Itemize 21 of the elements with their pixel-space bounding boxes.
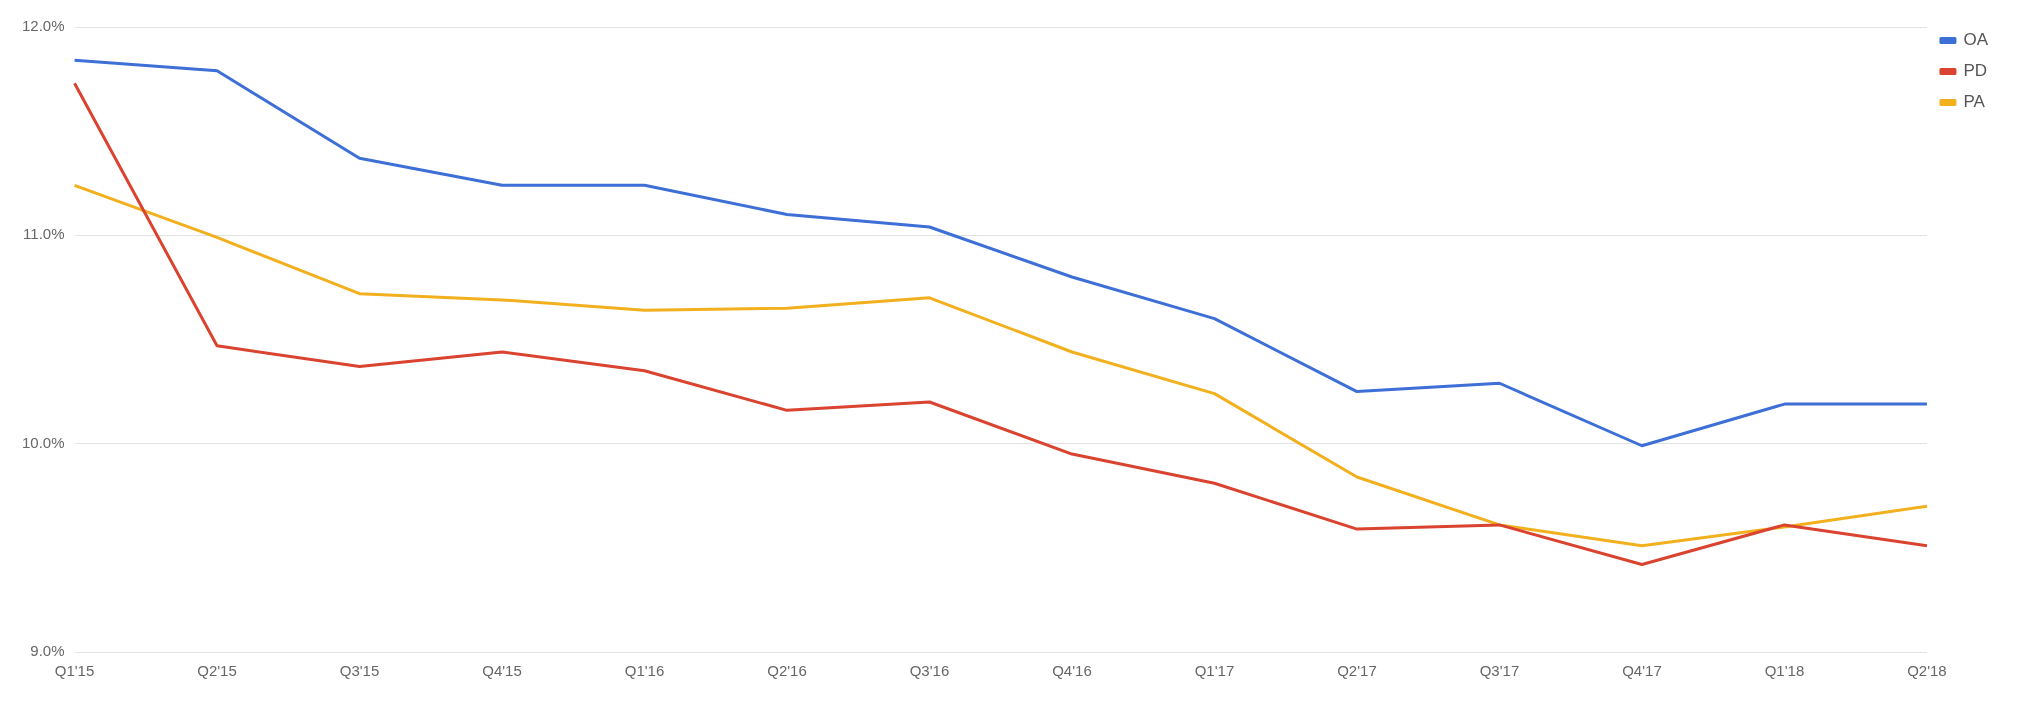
x-tick-label: Q2'15 xyxy=(197,662,237,680)
x-tick-label: Q1'15 xyxy=(54,662,95,680)
x-tick-label: Q4'16 xyxy=(1052,662,1092,680)
x-tick-label: Q1'16 xyxy=(624,662,665,680)
y-tick-label: 11.0% xyxy=(23,225,65,243)
x-tick-label: Q4'17 xyxy=(1622,662,1662,680)
y-tick-label: 12.0% xyxy=(21,17,65,35)
legend-label: PA xyxy=(1963,92,1986,112)
x-tick-label: Q1'17 xyxy=(1194,662,1235,680)
x-tick-label: Q2'18 xyxy=(1907,662,1947,680)
x-tick-label: Q1'18 xyxy=(1764,662,1805,680)
legend-label: PD xyxy=(1963,61,1988,81)
x-tick-label: Q2'16 xyxy=(767,662,807,680)
x-tick-label: Q4'15 xyxy=(482,662,522,680)
x-tick-label: Q2'17 xyxy=(1337,662,1377,680)
x-tick-label: Q3'17 xyxy=(1479,662,1520,680)
x-tick-label: Q3'16 xyxy=(909,662,950,680)
y-tick-label: 10.0% xyxy=(21,433,65,451)
x-tick-label: Q3'15 xyxy=(339,662,380,680)
legend-label: OA xyxy=(1963,30,1989,50)
y-tick-label: 9.0% xyxy=(30,642,65,660)
